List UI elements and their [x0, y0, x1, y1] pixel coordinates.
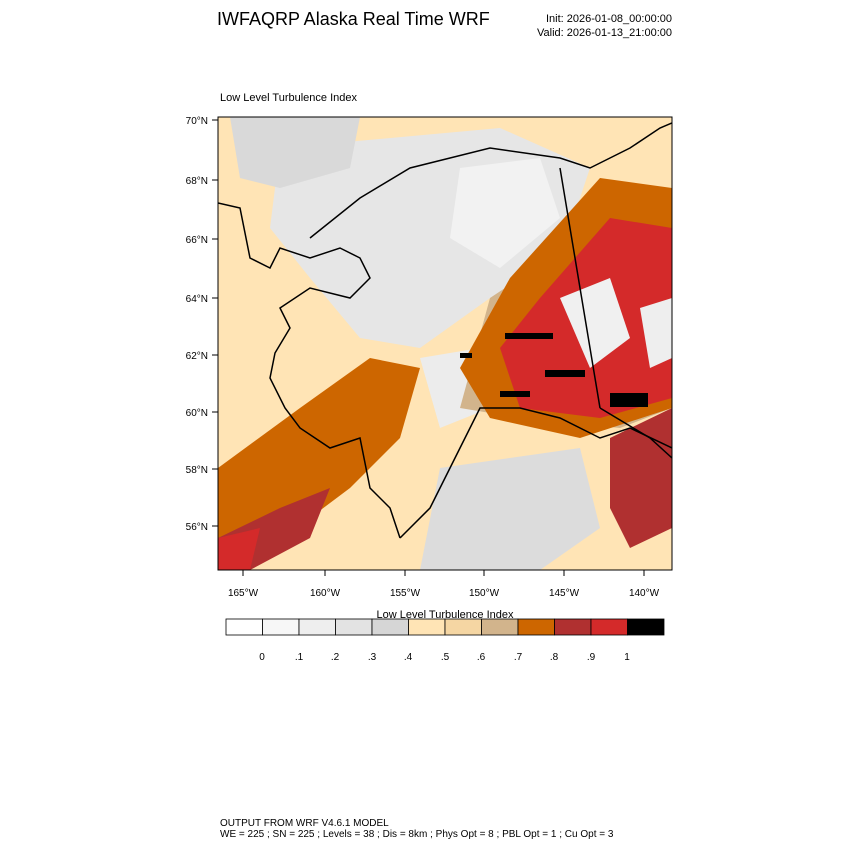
- colorbar-title: Low Level Turbulence Index: [376, 609, 514, 621]
- lon-label: 140°W: [629, 588, 660, 599]
- lat-label: 60°N: [186, 408, 208, 419]
- colorbar-label: .1: [295, 652, 304, 663]
- colorbar-box: [225, 618, 263, 636]
- colorbar-label: .3: [368, 652, 377, 663]
- map-title: Low Level Turbulence Index: [220, 92, 357, 104]
- colorbar-box: [262, 618, 300, 636]
- colorbar-label: 0: [259, 652, 265, 663]
- lat-label: 58°N: [186, 465, 208, 476]
- turbulence-map: 70°N 68°N 66°N 64°N 62°N 60°N 58°N 56°N …: [186, 116, 673, 599]
- colorbar-label: .2: [331, 652, 340, 663]
- colorbar-label: .4: [404, 652, 413, 663]
- valid-time: Valid: 2026-01-13_21:00:00: [537, 27, 672, 39]
- page-title: IWFAQRP Alaska Real Time WRF: [217, 9, 490, 29]
- colorbar-box: [554, 618, 592, 636]
- colorbar-box: [517, 618, 555, 636]
- colorbar-box: [444, 618, 482, 636]
- colorbar-label: .8: [550, 652, 559, 663]
- colorbar-box: [298, 618, 336, 636]
- init-time: Init: 2026-01-08_00:00:00: [546, 13, 672, 25]
- latitude-axis: 70°N 68°N 66°N 64°N 62°N 60°N 58°N 56°N: [186, 116, 218, 533]
- footer-config: WE = 225 ; SN = 225 ; Levels = 38 ; Dis …: [220, 829, 614, 840]
- lat-label: 62°N: [186, 351, 208, 362]
- colorbar: 0 .1 .2 .3 .4 .5 .6 .7 .8 .9 1: [225, 618, 665, 663]
- colorbar-box: [590, 618, 628, 636]
- colorbar-label: .9: [587, 652, 596, 663]
- lon-label: 155°W: [390, 588, 421, 599]
- colorbar-box: [371, 618, 409, 636]
- colorbar-label: .7: [514, 652, 523, 663]
- colorbar-box: [481, 618, 519, 636]
- colorbar-box: [335, 618, 373, 636]
- lat-label: 64°N: [186, 294, 208, 305]
- lat-label: 68°N: [186, 176, 208, 187]
- colorbar-box: [408, 618, 446, 636]
- colorbar-label: .6: [477, 652, 486, 663]
- longitude-axis: 165°W 160°W 155°W 150°W 145°W 140°W: [228, 570, 660, 599]
- lon-label: 150°W: [469, 588, 500, 599]
- footer-model: OUTPUT FROM WRF V4.6.1 MODEL: [220, 818, 389, 829]
- lat-label: 70°N: [186, 116, 208, 127]
- lat-label: 66°N: [186, 235, 208, 246]
- lon-label: 145°W: [549, 588, 580, 599]
- colorbar-box: [627, 618, 665, 636]
- lon-label: 165°W: [228, 588, 259, 599]
- lat-label: 56°N: [186, 522, 208, 533]
- lon-label: 160°W: [310, 588, 341, 599]
- colorbar-label: 1: [624, 652, 630, 663]
- colorbar-label: .5: [441, 652, 450, 663]
- map-field: [218, 117, 672, 570]
